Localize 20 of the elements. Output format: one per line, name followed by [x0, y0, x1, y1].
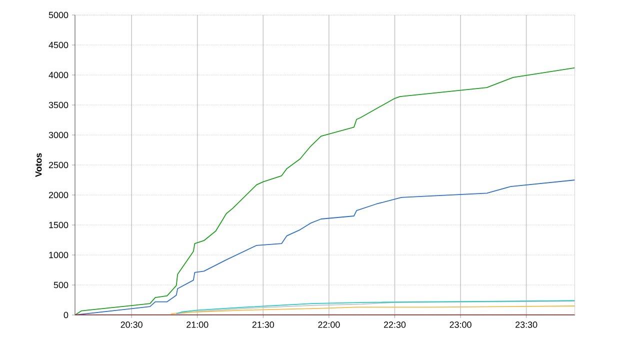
y-tick-label: 3500	[48, 102, 68, 108]
y-axis-title: Votos	[35, 153, 42, 178]
x-tick-label: 22:00	[318, 322, 340, 328]
y-tick-label: 1000	[49, 252, 68, 258]
x-tick-label: 23:30	[516, 322, 538, 328]
x-tick-label: 21:30	[252, 322, 274, 328]
y-tick-label: 4500	[48, 42, 68, 48]
line-series	[170, 306, 576, 314]
y-tick-label: 2000	[48, 192, 68, 198]
y-tick-label: 3000	[48, 132, 68, 138]
y-tick-label: 1500	[49, 222, 68, 228]
x-tick-label: 23:00	[450, 322, 472, 328]
x-tick-label: 20:30	[120, 322, 142, 328]
y-tick-label: 4000	[48, 72, 68, 78]
x-tick-label: 21:00	[186, 322, 208, 328]
y-tick-label: 5000	[48, 12, 68, 18]
y-tick-label: 2500	[48, 162, 68, 168]
y-tick-label: 500	[54, 282, 68, 288]
x-tick-label: 22:30	[384, 322, 406, 328]
y-tick-label: 0	[64, 312, 68, 318]
